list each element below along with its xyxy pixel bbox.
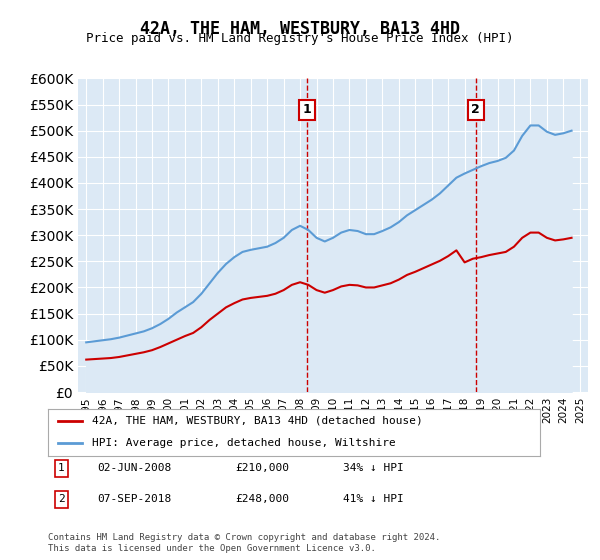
Text: 41% ↓ HPI: 41% ↓ HPI [343, 494, 404, 504]
Text: 42A, THE HAM, WESTBURY, BA13 4HD (detached house): 42A, THE HAM, WESTBURY, BA13 4HD (detach… [92, 416, 423, 426]
Text: 1: 1 [58, 464, 65, 473]
Text: 02-JUN-2008: 02-JUN-2008 [97, 464, 172, 473]
Text: Price paid vs. HM Land Registry's House Price Index (HPI): Price paid vs. HM Land Registry's House … [86, 32, 514, 45]
Text: 42A, THE HAM, WESTBURY, BA13 4HD: 42A, THE HAM, WESTBURY, BA13 4HD [140, 20, 460, 38]
Text: 07-SEP-2018: 07-SEP-2018 [97, 494, 172, 504]
Text: 2: 2 [471, 103, 480, 116]
Text: Contains HM Land Registry data © Crown copyright and database right 2024.
This d: Contains HM Land Registry data © Crown c… [48, 533, 440, 553]
Text: 34% ↓ HPI: 34% ↓ HPI [343, 464, 404, 473]
Text: £248,000: £248,000 [235, 494, 289, 504]
Text: 2: 2 [58, 494, 65, 504]
Text: HPI: Average price, detached house, Wiltshire: HPI: Average price, detached house, Wilt… [92, 438, 396, 448]
Text: 1: 1 [302, 103, 311, 116]
Text: £210,000: £210,000 [235, 464, 289, 473]
